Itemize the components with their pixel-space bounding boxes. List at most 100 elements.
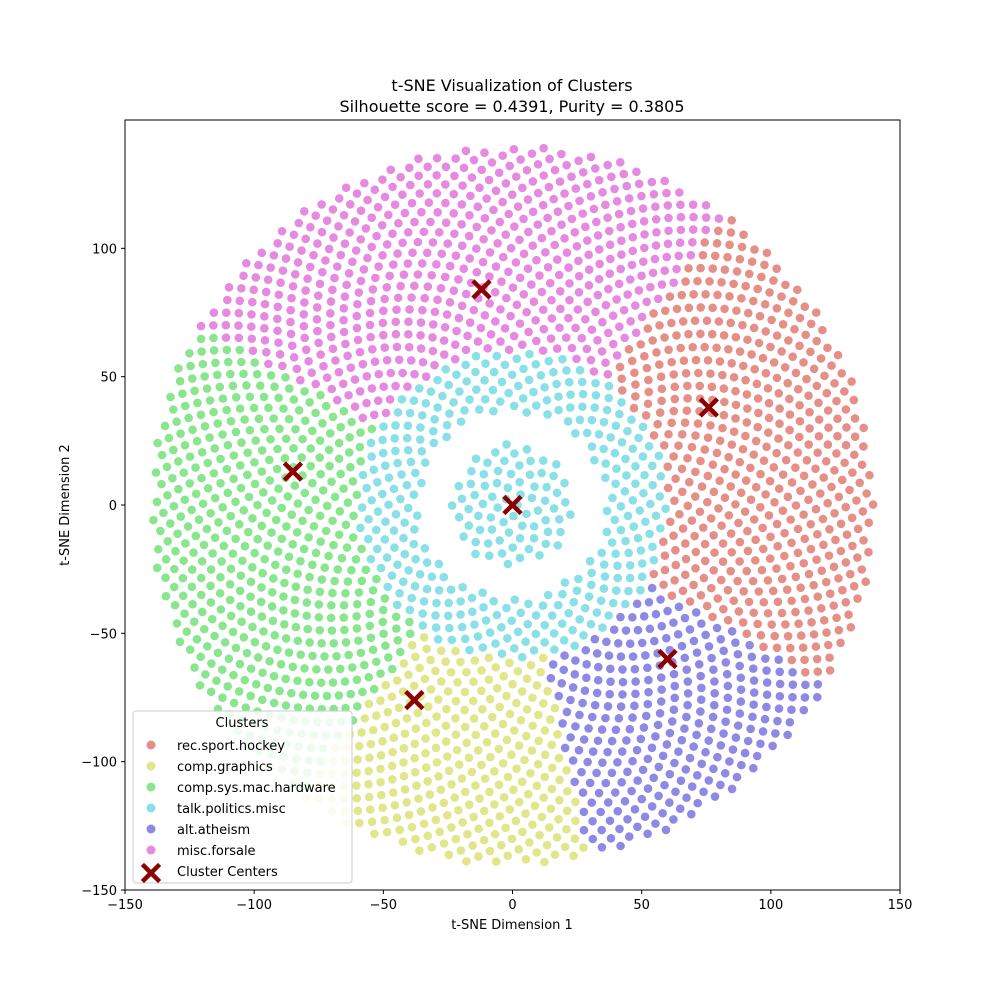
scatter-point (372, 574, 381, 584)
scatter-point (253, 653, 263, 662)
scatter-point (329, 639, 339, 648)
scatter-point (406, 356, 416, 365)
scatter-point (570, 227, 580, 237)
scatter-point (560, 234, 569, 243)
scatter-point (257, 446, 267, 455)
scatter-point (494, 780, 504, 789)
scatter-point (432, 758, 442, 767)
scatter-point (727, 358, 737, 368)
scatter-point (599, 417, 609, 427)
scatter-point (788, 297, 798, 306)
scatter-point (753, 619, 762, 629)
scatter-point (543, 527, 553, 537)
scatter-point (774, 484, 784, 494)
scatter-point (496, 840, 506, 850)
scatter-point (203, 484, 213, 493)
scatter-point (759, 642, 768, 652)
scatter-point (667, 717, 677, 726)
scatter-point (679, 356, 689, 365)
scatter-point (626, 206, 636, 216)
scatter-point (688, 238, 697, 247)
scatter-point (392, 305, 401, 314)
scatter-point (569, 597, 579, 607)
scatter-point (643, 399, 653, 409)
scatter-point (496, 337, 505, 346)
scatter-point (521, 809, 530, 818)
scatter-point (681, 539, 690, 548)
scatter-point (478, 588, 487, 597)
scatter-point (432, 260, 441, 269)
legend-box (132, 710, 353, 884)
legend-marker (146, 782, 156, 792)
scatter-point (382, 553, 392, 562)
scatter-point (421, 734, 430, 743)
scatter-point (444, 766, 454, 776)
scatter-point (627, 786, 636, 796)
scatter-point (467, 593, 477, 603)
scatter-point (532, 848, 542, 857)
scatter-point (719, 384, 729, 393)
scatter-point (691, 467, 700, 477)
scatter-point (444, 598, 454, 608)
scatter-point (439, 350, 449, 359)
scatter-point (393, 560, 402, 569)
scatter-point (342, 543, 352, 552)
scatter-point (696, 329, 705, 339)
scatter-point (736, 673, 746, 683)
scatter-point (378, 448, 388, 458)
scatter-point (643, 754, 653, 764)
scatter-point (783, 631, 793, 641)
scatter-point (757, 565, 767, 575)
scatter-point (545, 154, 554, 164)
scatter-point (841, 440, 851, 450)
scatter-point (652, 348, 661, 357)
scatter-point (366, 739, 376, 749)
scatter-point (572, 586, 582, 595)
scatter-point (192, 436, 202, 446)
scatter-point (762, 702, 771, 712)
scatter-point (616, 501, 626, 511)
scatter-point (441, 162, 451, 172)
scatter-point (484, 175, 494, 185)
scatter-point (656, 697, 666, 706)
scatter-point (334, 454, 344, 464)
scatter-point (737, 760, 746, 770)
legend-label: comp.graphics (177, 760, 273, 775)
scatter-point (281, 565, 291, 574)
scatter-point (510, 449, 519, 458)
scatter-point (841, 405, 851, 414)
scatter-point (247, 334, 257, 344)
scatter-point (242, 648, 252, 658)
scatter-point (805, 424, 814, 433)
scatter-point (547, 740, 556, 750)
scatter-point (418, 305, 427, 315)
scatter-point (502, 735, 512, 745)
scatter-point (859, 536, 868, 545)
scatter-point (685, 753, 695, 763)
scatter-point (317, 575, 327, 584)
scatter-point (383, 707, 393, 717)
scatter-point (748, 576, 758, 586)
scatter-point (420, 674, 430, 684)
scatter-point (236, 571, 246, 580)
scatter-point (385, 395, 395, 404)
scatter-point (503, 851, 513, 860)
scatter-point (644, 687, 653, 697)
scatter-point (509, 511, 518, 521)
scatter-point (403, 259, 413, 268)
scatter-point (525, 470, 535, 480)
scatter-point (309, 521, 319, 531)
scatter-point (607, 538, 617, 547)
scatter-point (312, 314, 322, 324)
scatter-point (651, 202, 660, 211)
scatter-point (370, 357, 380, 366)
scatter-point (369, 410, 379, 420)
scatter-point (275, 350, 285, 359)
scatter-point (676, 200, 685, 210)
scatter-point (657, 396, 666, 406)
scatter-point (414, 794, 423, 804)
scatter-point (612, 295, 621, 304)
scatter-point (392, 342, 402, 352)
scatter-point (388, 182, 397, 192)
scatter-point (409, 681, 419, 691)
